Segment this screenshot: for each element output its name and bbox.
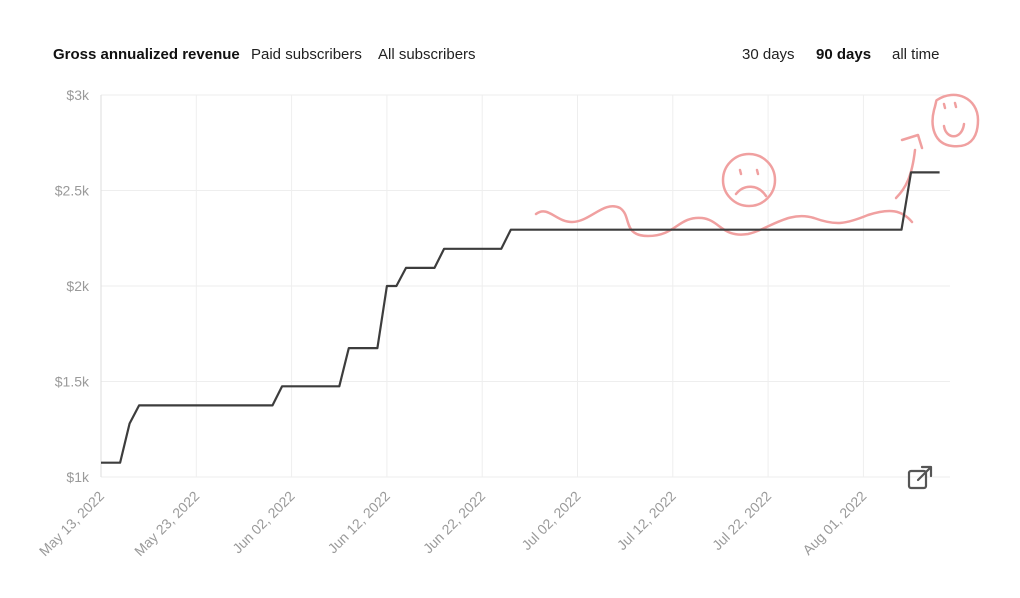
arrow-doodle bbox=[894, 133, 924, 200]
tab-gross-annualized-revenue[interactable]: Gross annualized revenue bbox=[53, 46, 240, 63]
sad-face-doodle bbox=[721, 152, 777, 208]
x-tick-label: Jun 02, 2022 bbox=[229, 488, 298, 557]
x-tick-label: May 23, 2022 bbox=[131, 488, 202, 559]
x-tick-label: Aug 01, 2022 bbox=[799, 488, 869, 558]
x-tick-label: May 13, 2022 bbox=[36, 488, 107, 559]
x-tick-label: Jul 12, 2022 bbox=[614, 488, 679, 553]
y-tick-label: $1k bbox=[66, 469, 90, 485]
y-tick-label: $2.5k bbox=[55, 183, 90, 199]
y-tick-label: $3k bbox=[66, 87, 90, 103]
x-tick-label: Jun 12, 2022 bbox=[324, 488, 393, 557]
happy-face-doodle bbox=[931, 93, 980, 148]
x-tick-label: Jul 22, 2022 bbox=[709, 488, 774, 553]
chart-axes: $1k $1.5k $2k $2.5k $3k May 13, 2022 May 23, 2… bbox=[36, 87, 870, 559]
revenue-series-line bbox=[101, 171, 940, 464]
range-90-days[interactable]: 90 days bbox=[816, 46, 872, 63]
range-all-time[interactable]: all time bbox=[892, 46, 940, 63]
chart-grid bbox=[100, 94, 950, 478]
x-tick-label: Jun 22, 2022 bbox=[420, 488, 489, 557]
happy-face-features bbox=[942, 101, 966, 138]
chart-series bbox=[101, 171, 940, 464]
external-link-icon[interactable] bbox=[906, 464, 934, 492]
y-tick-label: $1.5k bbox=[55, 374, 90, 390]
wavy-line-doodle bbox=[534, 205, 914, 238]
y-tick-label: $2k bbox=[66, 278, 90, 294]
tab-paid-subscribers[interactable]: Paid subscribers bbox=[251, 46, 362, 63]
tab-all-subscribers[interactable]: All subscribers bbox=[378, 46, 476, 63]
sad-face-features bbox=[734, 168, 768, 198]
range-30-days[interactable]: 30 days bbox=[742, 46, 795, 63]
x-tick-label: Jul 02, 2022 bbox=[518, 488, 583, 553]
hand-drawn-doodle bbox=[534, 93, 980, 238]
